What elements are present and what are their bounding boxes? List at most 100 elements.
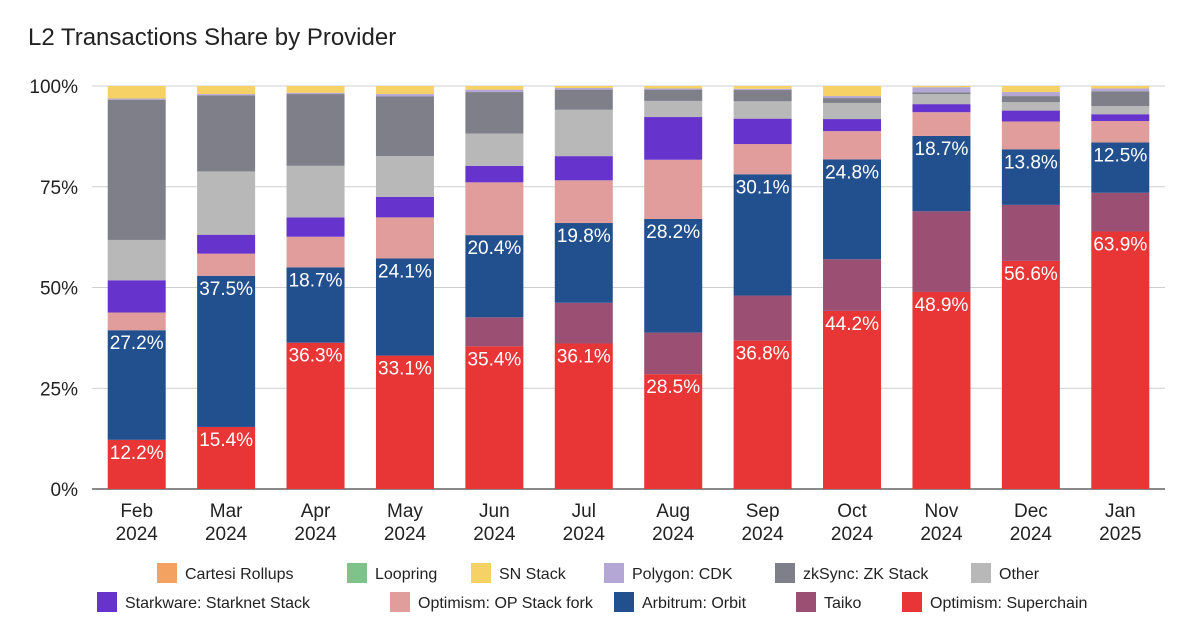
bar-segment-arbitrum-orbit <box>1091 142 1150 193</box>
legend-swatch <box>902 592 922 612</box>
bar-segment-other <box>375 156 434 197</box>
bar-segment-optimism-op-stack-fork <box>1001 121 1060 150</box>
legend-label: zkSync: ZK Stack <box>803 566 929 583</box>
y-tick-label: 0% <box>51 480 79 501</box>
data-label: 28.5% <box>646 377 700 398</box>
x-tick-label-year: 2024 <box>741 524 784 545</box>
bar-segment-starkware-starknet-stack <box>554 156 613 181</box>
data-label: 12.2% <box>110 443 164 464</box>
data-label: 19.8% <box>557 226 611 247</box>
bar-segment-starkware-starknet-stack <box>912 104 971 113</box>
bar-segment-taiko <box>823 259 882 311</box>
bar-segment-optimism-superchain <box>375 355 434 489</box>
x-tick-label-year: 2024 <box>1010 524 1053 545</box>
bar-segment-sn-stack <box>197 86 256 95</box>
bar-segment-optimism-superchain <box>823 310 882 489</box>
x-tick-label-year: 2024 <box>831 524 874 545</box>
bar-segment-arbitrum-orbit <box>912 135 971 212</box>
bar-segment-optimism-superchain <box>733 340 792 489</box>
bar-segment-zksync-zk-stack <box>554 89 613 110</box>
bar-segment-optimism-op-stack-fork <box>823 131 882 160</box>
bar-segment-polygon-cdk <box>465 89 524 93</box>
bar-segment-sn-stack <box>1091 86 1150 89</box>
bar-segment-optimism-op-stack-fork <box>644 159 703 219</box>
bar-segment-other <box>197 171 256 235</box>
legend: Cartesi Rollups Loopring SN Stack Polygon: … <box>97 563 1087 612</box>
bar-segment-arbitrum-orbit <box>644 218 703 333</box>
data-label: 36.3% <box>289 346 343 367</box>
bar-segment-polygon-cdk <box>733 88 792 91</box>
legend-label: Other <box>999 566 1040 583</box>
bar-segment-polygon-cdk <box>554 88 613 90</box>
data-label: 13.8% <box>1004 152 1058 173</box>
bar-segment-zksync-zk-stack <box>1001 96 1060 103</box>
y-tick-label: 75% <box>40 178 78 199</box>
bar-segment-starkware-starknet-stack <box>1001 110 1060 122</box>
bar-segment-sn-stack <box>107 86 166 99</box>
legend-label: Polygon: CDK <box>632 566 733 583</box>
bar-segment-arbitrum-orbit <box>733 174 792 296</box>
bar-segment-optimism-op-stack-fork <box>286 236 345 268</box>
data-label: 37.5% <box>199 279 253 300</box>
y-tick-label: 100% <box>29 77 78 98</box>
bar-segment-sn-stack <box>375 86 434 95</box>
data-label: 30.1% <box>736 177 790 198</box>
data-label: 56.6% <box>1004 264 1058 285</box>
bar-segment-optimism-op-stack-fork <box>733 144 792 175</box>
bar-segment-optimism-op-stack-fork <box>197 253 256 276</box>
x-tick-label-month: Sep <box>746 501 780 522</box>
x-tick-label-year: 2024 <box>294 524 337 545</box>
x-tick-label-month: Jan <box>1105 501 1136 522</box>
bar-segment-optimism-superchain <box>197 426 256 489</box>
bar-segment-other <box>823 102 882 120</box>
bar-segment-starkware-starknet-stack <box>644 117 703 160</box>
x-tick-label-year: 2024 <box>205 524 248 545</box>
bar-segment-polygon-cdk <box>375 94 434 97</box>
bar-segment-sn-stack <box>733 86 792 89</box>
bar-segment-polygon-cdk <box>107 98 166 100</box>
legend-swatch <box>347 563 367 583</box>
bar-segment-arbitrum-orbit <box>1001 149 1060 205</box>
legend-swatch <box>604 563 624 583</box>
bar-segment-taiko <box>1001 204 1060 261</box>
bar-segment-zksync-zk-stack <box>1091 91 1150 107</box>
bar-segment-taiko <box>733 295 792 341</box>
data-label: 28.2% <box>646 222 700 243</box>
bar-segment-arbitrum-orbit <box>197 275 256 427</box>
bar-segment-sn-stack <box>286 86 345 93</box>
bar-segment-other <box>107 239 166 281</box>
bar-segment-optimism-superchain <box>1091 231 1150 489</box>
data-label: 35.4% <box>467 349 521 370</box>
bar-segment-zksync-zk-stack <box>912 92 971 95</box>
y-tick-label: 50% <box>40 279 78 300</box>
x-tick-label-year: 2024 <box>563 524 606 545</box>
bar-segment-zksync-zk-stack <box>465 92 524 134</box>
x-tick-label-month: Jul <box>572 501 596 522</box>
bar-segment-starkware-starknet-stack <box>733 118 792 145</box>
data-label: 33.1% <box>378 359 432 380</box>
bar-segment-optimism-superchain <box>1001 260 1060 489</box>
x-tick-label-year: 2024 <box>652 524 695 545</box>
x-tick-label-month: Aug <box>656 501 690 522</box>
bar-segment-other <box>465 133 524 166</box>
legend-label: Loopring <box>375 566 437 583</box>
bar-segment-taiko <box>644 332 703 375</box>
bar-segment-other <box>644 100 703 118</box>
bar-segment-taiko <box>1091 192 1150 232</box>
bar-segment-other <box>733 101 792 119</box>
bar-segment-sn-stack <box>465 86 524 90</box>
bar-segment-sn-stack <box>1001 86 1060 93</box>
data-label: 18.7% <box>915 139 969 160</box>
bar-segment-starkware-starknet-stack <box>107 280 166 313</box>
bar-segment-optimism-op-stack-fork <box>375 217 434 259</box>
bar-segment-zksync-zk-stack <box>107 99 166 240</box>
x-tick-label-month: Jun <box>479 501 510 522</box>
x-tick-label-month: May <box>387 501 423 522</box>
data-label: 63.9% <box>1093 234 1147 255</box>
bar-segment-starkware-starknet-stack <box>286 217 345 237</box>
x-tick-label-month: Nov <box>925 501 959 522</box>
bar-segment-zksync-zk-stack <box>286 94 345 166</box>
x-tick-label-year: 2025 <box>1099 524 1141 545</box>
bar-segment-zksync-zk-stack <box>644 89 703 101</box>
